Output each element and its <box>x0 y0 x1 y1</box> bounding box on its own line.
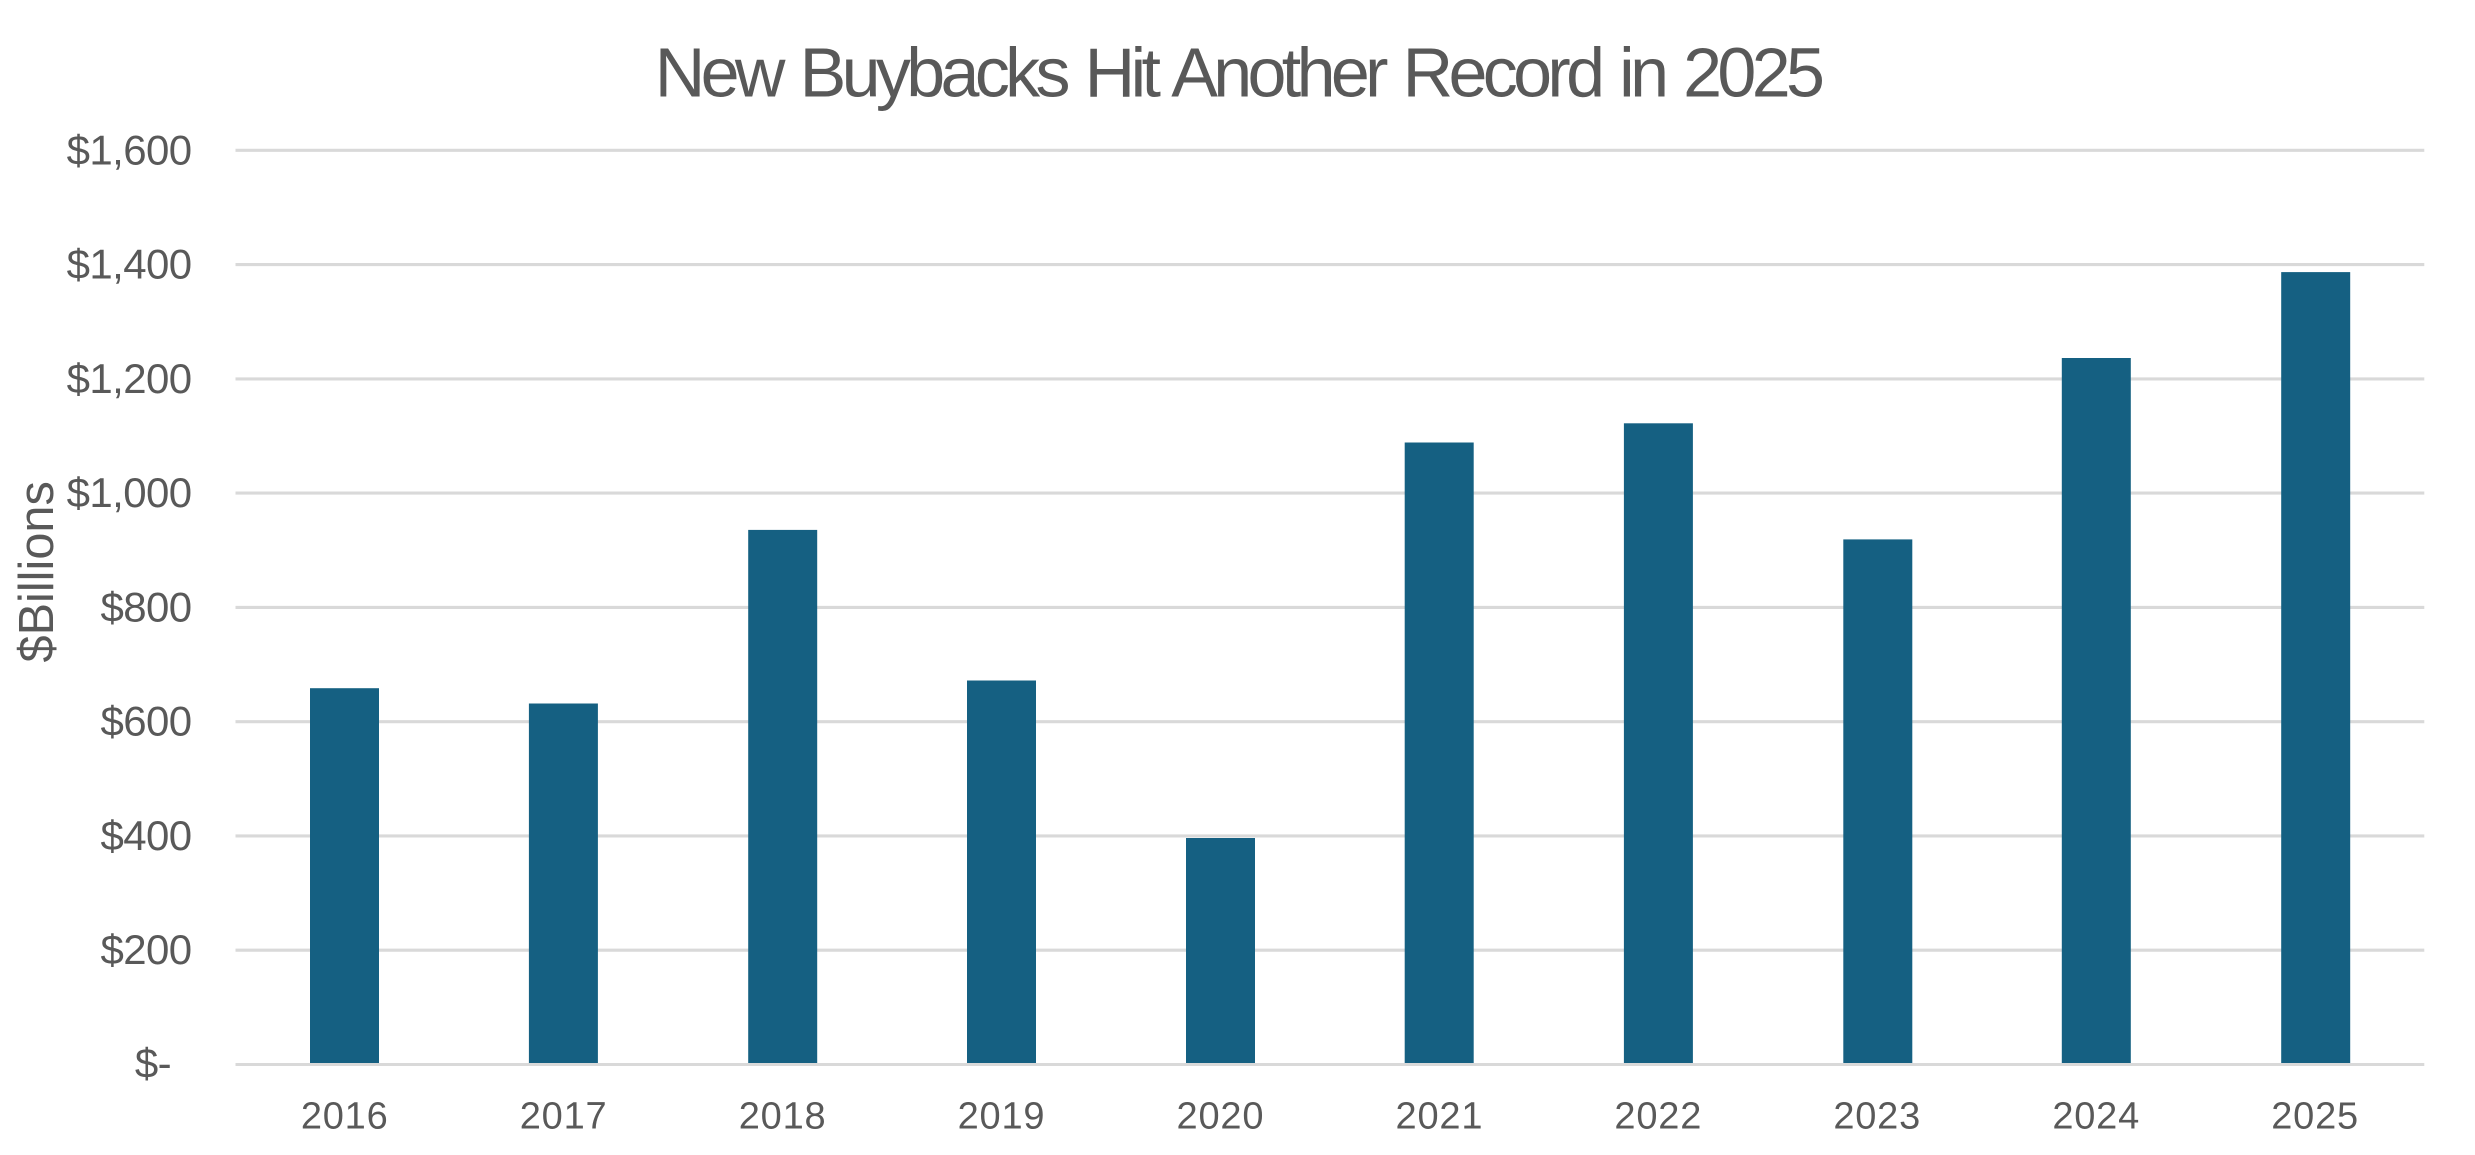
svg-text:2017: 2017 <box>520 1096 608 1138</box>
svg-text:2022: 2022 <box>1614 1096 1702 1138</box>
svg-text:$400: $400 <box>100 812 191 859</box>
svg-text:2019: 2019 <box>958 1096 1046 1138</box>
svg-text:New Buybacks Hit Another Recor: New Buybacks Hit Another Record in 2025 <box>655 34 1822 112</box>
svg-text:2025: 2025 <box>2271 1096 2359 1138</box>
svg-text:$800: $800 <box>100 583 191 630</box>
svg-text:$1,000: $1,000 <box>67 469 192 516</box>
svg-text:$Billions: $Billions <box>10 481 64 662</box>
svg-text:2020: 2020 <box>1177 1096 1265 1138</box>
svg-text:$1,400: $1,400 <box>67 241 192 288</box>
svg-text:$1,600: $1,600 <box>67 126 192 173</box>
svg-text:2023: 2023 <box>1833 1096 1921 1138</box>
svg-text:2021: 2021 <box>1396 1096 1484 1138</box>
svg-text:$600: $600 <box>100 698 191 745</box>
svg-text:$-: $- <box>135 1040 171 1087</box>
svg-text:2024: 2024 <box>2052 1096 2140 1138</box>
svg-text:2016: 2016 <box>301 1096 389 1138</box>
svg-text:$1,200: $1,200 <box>67 355 192 402</box>
svg-text:2018: 2018 <box>739 1096 827 1138</box>
svg-text:$200: $200 <box>100 926 191 973</box>
